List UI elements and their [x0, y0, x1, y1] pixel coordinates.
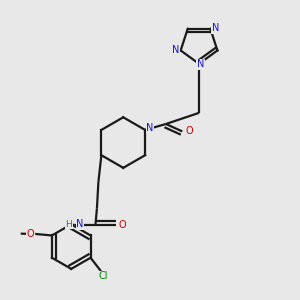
- Text: N: N: [197, 59, 204, 69]
- Text: O: O: [185, 126, 193, 136]
- Text: O: O: [26, 229, 34, 239]
- Text: H: H: [65, 220, 72, 229]
- Text: N: N: [76, 220, 83, 230]
- Text: O: O: [119, 220, 127, 230]
- Text: N: N: [212, 23, 219, 33]
- Text: N: N: [146, 123, 154, 133]
- Text: Cl: Cl: [99, 272, 108, 281]
- Text: N: N: [172, 45, 179, 55]
